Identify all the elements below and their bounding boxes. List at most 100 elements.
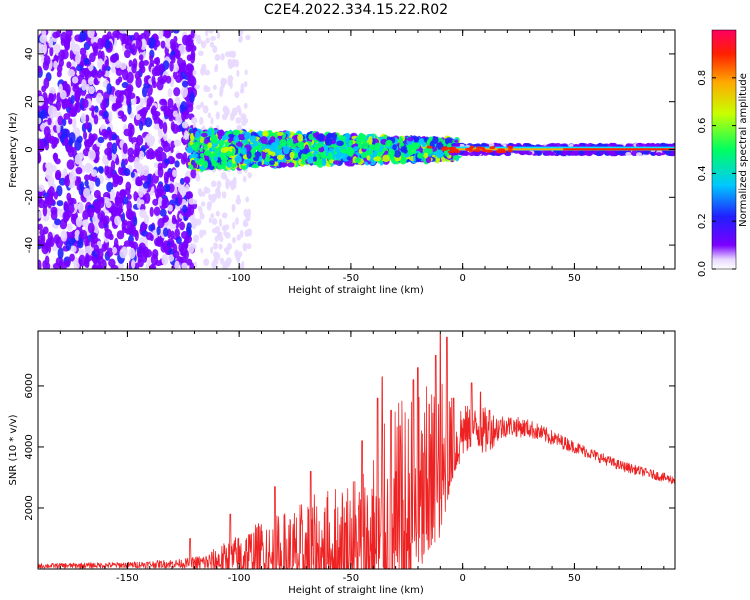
heatmap-cell [53,60,58,70]
heatmap-cell [110,188,116,201]
heatmap-cell [203,258,210,267]
heatmap-cell [270,151,276,157]
heatmap-cell [192,235,199,244]
heatmap-cell [469,145,475,149]
heatmap-cell [232,221,236,230]
snr-xtick-label: -100 [228,573,251,584]
heatmap-cell [90,237,96,248]
heatmap-cell [454,143,461,148]
heatmap-cell [167,204,173,212]
heatmap-cell [162,122,168,134]
heatmap-cell [93,189,101,199]
heatmap-cell [139,168,144,176]
spectrogram-ylabel: Frequency (Hz) [8,112,19,188]
heatmap-cell [388,149,395,157]
heatmap-cell [56,70,62,78]
heatmap-cell [216,186,221,195]
heatmap-cell [106,83,113,95]
heatmap-cell [660,142,667,147]
heatmap-cell [139,65,146,74]
heatmap-cell [386,136,392,141]
heatmap-cell [289,151,295,159]
heatmap-cell [276,154,285,161]
heatmap-cell [180,85,189,98]
heatmap-cell [53,234,60,245]
heatmap-cell [95,92,103,104]
heatmap-cell [236,105,241,113]
heatmap-cell [170,54,176,64]
heatmap-cell [134,156,140,168]
heatmap-cell [191,143,197,150]
heatmap-cell [187,74,193,83]
heatmap-cell [357,134,364,142]
heatmap-cell [136,197,142,209]
heatmap-cell [346,156,352,161]
heatmap-cell [185,43,192,53]
heatmap-cell [102,215,110,225]
heatmap-cell [195,104,201,110]
heatmap-cell [68,118,73,125]
heatmap-cell [220,151,226,160]
heatmap-cell [399,156,407,165]
heatmap-cell [373,156,382,162]
heatmap-cell [480,146,486,150]
heatmap-cell [334,146,341,153]
heatmap-cell [406,136,414,142]
heatmap-cell [611,142,618,147]
heatmap-cell [89,180,95,193]
heatmap-cell [172,63,180,73]
heatmap-cell [72,84,80,93]
heatmap-cell [406,143,414,153]
heatmap-cell [168,253,175,262]
heatmap-cell [179,185,187,197]
heatmap-cell [131,63,137,74]
heatmap-cell [283,145,290,155]
heatmap-cell [157,162,163,171]
heatmap-cell [78,248,85,257]
heatmap-cell [321,158,327,167]
heatmap-cell [58,177,67,186]
heatmap-cell [123,128,131,137]
heatmap-cell [279,138,287,147]
heatmap-cell [117,110,125,117]
heatmap-cell [219,257,225,265]
heatmap-cell [159,208,167,217]
heatmap-cell [229,80,233,90]
heatmap-cell [241,147,247,153]
heatmap-cell [97,50,103,61]
heatmap-cell [205,37,210,44]
heatmap-cell [116,175,123,186]
heatmap-cell [156,226,161,236]
heatmap-cell [111,133,118,141]
heatmap-cell [534,149,541,154]
heatmap-cell [216,31,221,40]
heatmap-cell [38,111,46,119]
heatmap-cell [162,60,170,70]
heatmap-cell [231,236,237,244]
heatmap-cell [93,114,99,125]
heatmap-cell [52,262,60,269]
heatmap-cell [48,87,56,95]
heatmap-cell [190,168,198,179]
heatmap-cell [316,143,323,148]
heatmap-cell [144,249,153,258]
heatmap-cell [238,34,243,43]
heatmap-cell [134,142,141,153]
heatmap-cell [482,151,489,156]
heatmap-cell [299,141,305,151]
heatmap-cell [230,111,236,119]
heatmap-cell [160,242,168,253]
heatmap-cell [135,38,143,50]
heatmap-cell [99,196,105,204]
heatmap-cell [38,95,45,107]
heatmap-cell [236,255,241,264]
heatmap-cell [42,42,48,55]
heatmap-cell [62,211,70,222]
heatmap-cell [102,98,108,110]
heatmap-cell [67,202,75,214]
heatmap-cell [425,156,432,164]
heatmap-cell [83,67,90,78]
heatmap-cell [38,138,43,150]
heatmap-cell [112,180,119,188]
heatmap-cell [165,30,172,38]
